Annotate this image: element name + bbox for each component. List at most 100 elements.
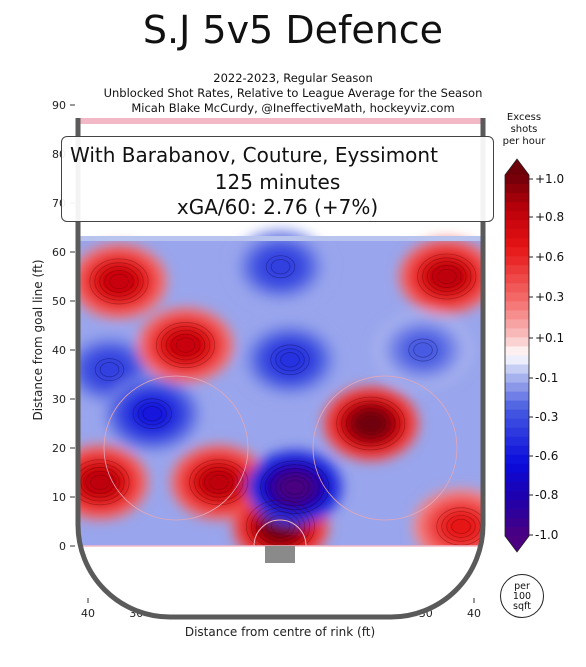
colorbar-tick-label: -0.6	[535, 449, 558, 463]
colorbar-segment	[505, 202, 529, 212]
colorbar-segment	[505, 526, 529, 537]
colorbar-title-line: per hour	[502, 136, 546, 147]
y-axis-label: Distance from goal line (ft)	[31, 259, 45, 420]
colorbar-segment	[505, 391, 529, 402]
contour-line	[265, 464, 325, 511]
contour-line	[270, 344, 310, 376]
contour-line	[94, 262, 144, 301]
contour-line	[260, 460, 330, 514]
colorbar-segment	[505, 265, 529, 275]
contour-line	[436, 507, 483, 546]
contour-line	[441, 511, 481, 542]
colorbar-tick-label: +0.3	[535, 290, 564, 304]
goal-crease	[253, 519, 307, 547]
colorbar-segment	[505, 256, 529, 266]
contour-line	[427, 261, 467, 292]
contour-line	[408, 338, 438, 362]
contour-line	[341, 400, 401, 447]
y-tick-label: 60	[52, 246, 66, 259]
contour-line	[270, 518, 291, 535]
contour-line	[265, 255, 296, 279]
heat-contour	[89, 354, 130, 385]
lineup-xga: xGA/60: 2.76 (+7%)	[176, 195, 379, 219]
heat-contour	[275, 471, 315, 503]
contour-line	[155, 322, 216, 369]
colorbar-segment	[505, 481, 529, 492]
heat-contour	[132, 398, 172, 430]
heat-contour	[351, 408, 391, 439]
colorbar-tick-label: +0.6	[535, 250, 564, 264]
contour-line	[356, 412, 386, 435]
contour-line	[351, 408, 391, 439]
lineup-minutes: 125 minutes	[214, 170, 341, 194]
x-axis-label: Distance from centre of rink (ft)	[185, 625, 375, 639]
contour-line	[199, 467, 239, 498]
y-tick-label: 90	[52, 99, 66, 112]
colorbar-segment	[505, 328, 529, 339]
contour-line	[275, 348, 305, 372]
colorbar-top-arrow	[505, 159, 529, 175]
colorbar-segment	[505, 346, 529, 357]
contour-line	[189, 459, 249, 506]
colorbar-segment	[505, 229, 529, 239]
contour-line	[422, 257, 472, 296]
colorbar-segment	[505, 310, 529, 320]
colorbar-segment	[505, 364, 529, 375]
colorbar-tick-label: +0.1	[535, 331, 564, 345]
heat-contour	[99, 266, 139, 297]
rink-boards	[75, 118, 486, 620]
lineup-info-box: With Barabanov, Couture, Eyssimont 125 m…	[61, 136, 494, 222]
subtitle-description: Unblocked Shot Rates, Relative to League…	[103, 86, 483, 100]
y-tick-label: 50	[52, 295, 66, 308]
contour-line	[99, 361, 120, 378]
contour-line	[260, 511, 301, 542]
y-tick-label: 20	[52, 442, 66, 455]
contour-line	[85, 470, 115, 494]
colorbar-segment	[505, 463, 529, 474]
contour-line	[142, 406, 162, 422]
colorbar-segment	[505, 175, 529, 185]
colorbar-title: Excess shots per hour	[500, 112, 548, 148]
colorbar-segment	[505, 301, 529, 311]
contour-line	[255, 507, 306, 546]
contour-line	[175, 337, 196, 353]
contour-line	[417, 253, 477, 300]
colorbar-segment	[505, 247, 529, 257]
colorbar-segment	[505, 337, 529, 348]
contour-line	[275, 471, 315, 503]
heat-contour	[270, 344, 310, 376]
contour-line	[265, 514, 296, 538]
faceoff-circle-right	[312, 375, 458, 521]
colorbar-segment	[505, 445, 529, 456]
y-tick-label: 40	[52, 344, 66, 357]
unit-badge-line: sqft	[513, 601, 531, 612]
colorbar-tick-label: -0.8	[535, 488, 558, 502]
colorbar-title-line: Excess	[506, 112, 542, 123]
contour-line	[165, 329, 206, 361]
contour-line	[170, 333, 201, 357]
contour-line	[436, 268, 457, 285]
faceoff-circle-left	[103, 375, 249, 521]
contour-line	[284, 479, 305, 495]
contour-line	[451, 518, 471, 535]
contour-line	[413, 342, 433, 358]
contour-line	[446, 514, 476, 538]
contour-line	[132, 398, 172, 429]
colorbar-tick-label: -0.1	[535, 371, 558, 385]
colorbar-segment	[505, 220, 529, 230]
contour-line	[280, 352, 300, 368]
colorbar-bottom-arrow	[505, 536, 529, 552]
contour-line	[346, 404, 396, 443]
contour-line	[270, 468, 320, 507]
colorbar-title-line: shots	[510, 124, 538, 135]
contour-line	[270, 259, 291, 275]
colorbar-segment	[505, 211, 529, 221]
unit-badge-line: per	[514, 581, 530, 592]
colorbar-segment	[505, 490, 529, 501]
colorbar-segment	[505, 283, 529, 293]
colorbar-outline	[504, 158, 530, 553]
contour-line	[432, 265, 462, 288]
contour-line	[160, 325, 211, 365]
contour-line	[104, 269, 134, 293]
heat-contour	[260, 251, 301, 282]
